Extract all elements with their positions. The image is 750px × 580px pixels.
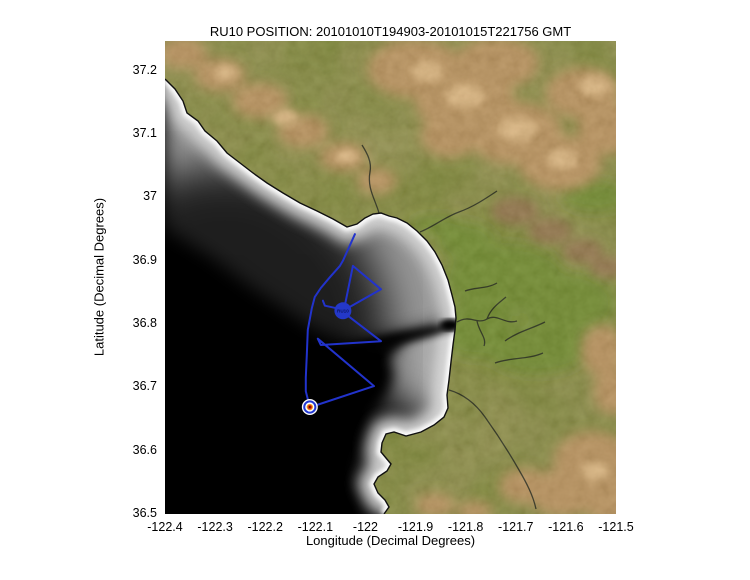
x-tick-label: -122.4: [147, 520, 183, 534]
x-tick-label: -121.5: [598, 520, 634, 534]
vehicle-label-bubble: [334, 302, 352, 320]
plot-title: RU10 POSITION: 20101010T194903-20101015T…: [209, 24, 572, 39]
x-tick-label: -122.1: [297, 520, 334, 534]
y-axis-label: Latitude (Decimal Degrees): [91, 197, 107, 357]
glider-track-layer: RU10: [301, 233, 382, 416]
coastline: [164, 78, 457, 515]
x-tick-label: -121.8: [447, 520, 484, 534]
x-tick-label: -122: [352, 520, 378, 534]
y-tick-label: 37.1: [132, 126, 157, 141]
x-tick-label: -122.2: [247, 520, 283, 534]
y-tick-label: 36.9: [132, 252, 157, 267]
x-tick-label: -121.7: [498, 520, 534, 534]
vehicle-label-text: RU10: [337, 309, 349, 314]
y-tick-label: 36.5: [132, 506, 157, 520]
y-tick-label: 36.6: [132, 442, 157, 457]
y-tick-label: 37: [143, 189, 157, 204]
terrain-basemap: RU10: [164, 41, 616, 515]
x-tick-label: -121.9: [397, 520, 434, 534]
x-tick-label: -121.6: [548, 520, 584, 534]
glider-track-segment: [321, 299, 338, 310]
monterey-canyon: [217, 322, 456, 394]
glider-track-segment: [304, 233, 356, 408]
y-tick-label: 36.8: [132, 316, 157, 331]
deep-basin-south: [165, 371, 456, 514]
glider-track-segment: [309, 311, 382, 408]
ocean-region: [165, 79, 456, 514]
map-plot-area: RU10: [164, 41, 616, 515]
x-axis-label: Longitude (Decimal Degrees): [305, 533, 476, 548]
x-tick-label: -122.3: [197, 520, 233, 534]
canyon-head: [440, 319, 456, 331]
position-marker-ring: [308, 406, 311, 409]
y-tick-label: 36.7: [132, 379, 157, 394]
y-tick-label: 37.2: [132, 62, 157, 77]
glider-track-segment: [342, 264, 382, 312]
